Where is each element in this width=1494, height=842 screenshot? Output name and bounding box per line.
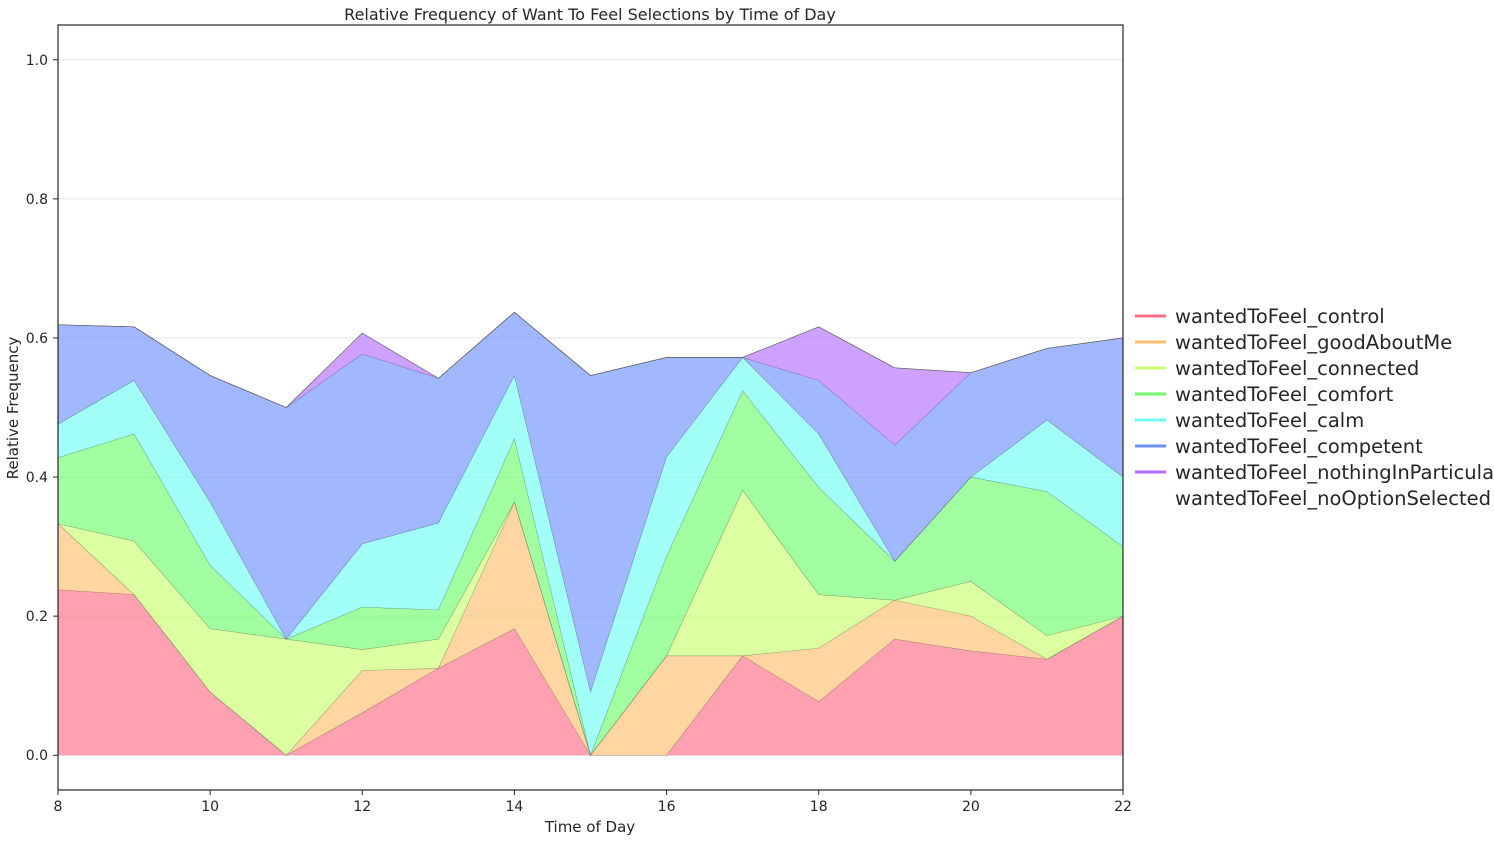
legend-label-wantedToFeel_calm: wantedToFeel_calm <box>1175 409 1364 432</box>
area-wantedToFeel_competent <box>58 312 1123 692</box>
area-wantedToFeel_nothingInParticular <box>58 312 1123 446</box>
x-axis: 8 10 12 14 16 18 20 22 <box>54 790 1132 815</box>
x-tick-label-10: 10 <box>201 799 219 815</box>
y-axis-label: Relative Frequency <box>4 337 22 480</box>
x-tick-label-16: 16 <box>658 799 676 815</box>
y-axis: 0.0 0.2 0.4 0.6 0.8 1.0 <box>26 53 58 764</box>
legend-label-wantedToFeel_noOptionSelected: wantedToFeel_noOptionSelected <box>1175 487 1491 510</box>
x-tick-label-12: 12 <box>353 799 371 815</box>
y-tick-label-0.0: 0.0 <box>26 748 48 764</box>
legend-label-wantedToFeel_nothingInParticular: wantedToFeel_nothingInParticular <box>1175 461 1494 484</box>
area-wantedToFeel_comfort <box>58 390 1123 756</box>
legend-label-wantedToFeel_goodAboutMe: wantedToFeel_goodAboutMe <box>1175 331 1452 354</box>
legend-label-wantedToFeel_competent: wantedToFeel_competent <box>1175 435 1423 458</box>
legend: wantedToFeel_control wantedToFeel_goodAbo… <box>1135 305 1494 510</box>
y-tick-label-0.8: 0.8 <box>26 192 48 208</box>
x-axis-label: Time of Day <box>544 818 635 836</box>
x-tick-label-8: 8 <box>54 799 63 815</box>
y-tick-label-1.0: 1.0 <box>26 53 48 69</box>
x-tick-label-14: 14 <box>506 799 524 815</box>
x-tick-label-22: 22 <box>1114 799 1132 815</box>
chart-title: Relative Frequency of Want To Feel Selec… <box>344 5 836 24</box>
plot-frame <box>57 24 1124 791</box>
legend-label-wantedToFeel_control: wantedToFeel_control <box>1175 305 1385 328</box>
area-wantedToFeel_connected <box>58 490 1123 756</box>
x-tick-label-18: 18 <box>810 799 828 815</box>
y-tick-label-0.6: 0.6 <box>26 331 48 347</box>
x-tick-label-20: 20 <box>962 799 980 815</box>
area-edge-wantedToFeel_noOptionSelected <box>57 311 1124 408</box>
area-wantedToFeel_goodAboutMe <box>58 502 1123 756</box>
plot-area <box>57 59 1124 757</box>
legend-label-wantedToFeel_comfort: wantedToFeel_comfort <box>1175 383 1394 406</box>
area-wantedToFeel_control <box>58 589 1123 756</box>
y-tick-label-0.2: 0.2 <box>26 609 48 625</box>
legend-label-wantedToFeel_connected: wantedToFeel_connected <box>1175 357 1419 380</box>
y-tick-label-0.4: 0.4 <box>26 470 48 486</box>
